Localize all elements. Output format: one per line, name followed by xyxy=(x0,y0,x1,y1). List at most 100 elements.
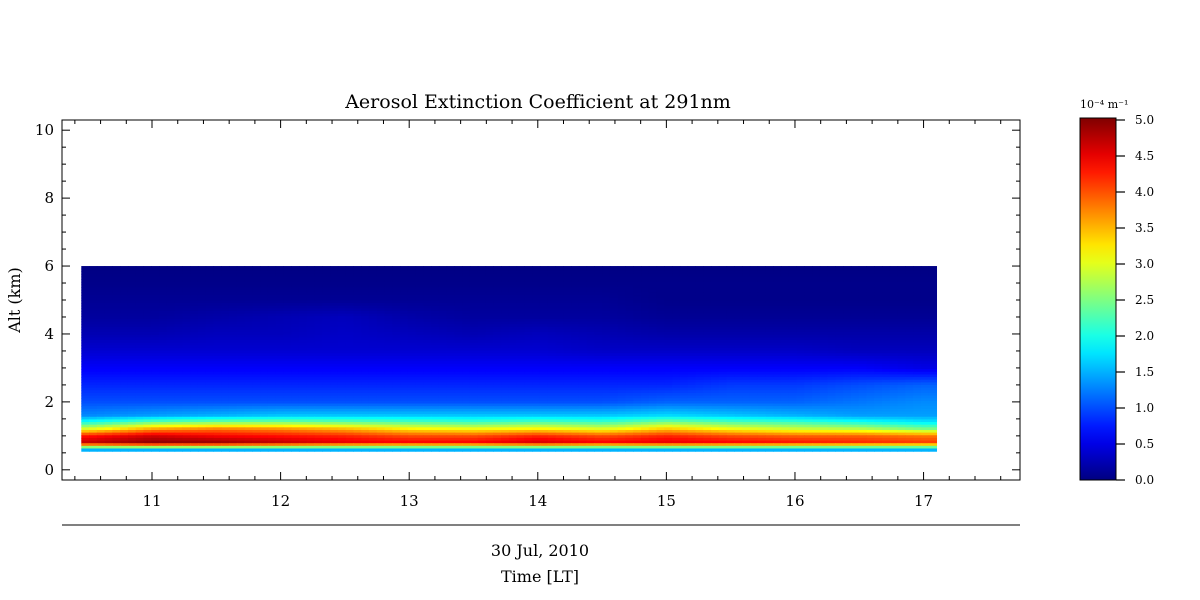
heatmap-cell xyxy=(361,361,370,365)
heatmap-cell xyxy=(726,366,735,370)
heatmap-cell xyxy=(182,334,191,339)
heatmap-cell xyxy=(679,316,689,320)
heatmap-cell xyxy=(897,366,906,370)
heatmap-cell xyxy=(353,316,362,320)
heatmap-cell xyxy=(143,321,152,325)
heatmap-cell xyxy=(135,366,145,370)
heatmap-cell xyxy=(446,287,456,291)
heatmap-cell xyxy=(493,366,502,370)
heatmap-cell xyxy=(197,313,207,317)
heatmap-cell xyxy=(415,348,424,352)
heatmap-cell xyxy=(547,287,557,291)
heatmap-cell xyxy=(850,284,860,288)
heatmap-cell xyxy=(205,358,215,362)
heatmap-cell xyxy=(563,334,572,339)
heatmap-cell xyxy=(578,305,588,309)
heatmap-cell xyxy=(283,318,292,323)
heatmap-cell xyxy=(664,366,673,370)
heatmap-cell xyxy=(749,266,759,270)
heatmap-cell xyxy=(625,324,634,328)
heatmap-cell xyxy=(571,316,580,320)
heatmap-cell xyxy=(345,326,354,331)
heatmap-cell xyxy=(213,334,222,339)
heatmap-cell xyxy=(609,379,619,383)
heatmap-cell xyxy=(469,382,479,386)
heatmap-cell xyxy=(213,279,222,283)
heatmap-cell xyxy=(135,350,145,354)
heatmap-cell xyxy=(539,358,549,362)
heatmap-cell xyxy=(889,279,899,283)
heatmap-cell xyxy=(120,350,129,354)
heatmap-cell xyxy=(260,340,269,344)
heatmap-cell xyxy=(850,326,860,331)
heatmap-cell xyxy=(314,287,323,291)
heatmap-cell xyxy=(617,284,627,288)
heatmap-cell xyxy=(166,289,176,294)
heatmap-cell xyxy=(508,350,518,354)
heatmap-cell xyxy=(267,305,277,309)
heatmap-cell xyxy=(462,273,471,278)
heatmap-cell xyxy=(710,292,720,296)
heatmap-cell xyxy=(438,340,448,344)
heatmap-cell xyxy=(757,279,766,283)
heatmap-cell xyxy=(174,348,183,352)
heatmap-cell xyxy=(648,326,658,331)
heatmap-cell xyxy=(718,292,728,296)
heatmap-cell xyxy=(252,273,261,278)
heatmap-cell xyxy=(672,329,681,333)
heatmap-cell xyxy=(96,271,106,275)
heatmap-cell xyxy=(330,310,339,315)
heatmap-cell xyxy=(501,353,510,357)
heatmap-cell xyxy=(571,363,580,368)
heatmap-cell xyxy=(539,337,549,341)
heatmap-cell xyxy=(322,379,331,383)
heatmap-cell xyxy=(920,297,930,302)
heatmap-cell xyxy=(874,377,883,381)
heatmap-cell xyxy=(228,300,238,304)
heatmap-cell xyxy=(298,281,308,286)
heatmap-cell xyxy=(205,371,215,376)
heatmap-cell xyxy=(524,310,533,315)
heatmap-cell xyxy=(135,326,145,331)
heatmap-cell xyxy=(882,329,891,333)
heatmap-cell xyxy=(267,342,277,346)
heatmap-cell xyxy=(314,295,323,299)
heatmap-cell xyxy=(213,271,222,275)
heatmap-cell xyxy=(392,369,401,373)
heatmap-cell xyxy=(182,385,191,389)
heatmap-cell xyxy=(260,295,269,299)
heatmap-cell xyxy=(174,310,183,315)
heatmap-cell xyxy=(407,353,417,357)
heatmap-cell xyxy=(571,353,580,357)
heatmap-cell xyxy=(749,361,759,365)
heatmap-cell xyxy=(695,326,704,331)
heatmap-cell xyxy=(563,326,572,331)
heatmap-cell xyxy=(578,310,588,315)
heatmap-cell xyxy=(330,348,339,352)
heatmap-cell xyxy=(866,345,875,349)
heatmap-cell xyxy=(602,361,611,365)
heatmap-cell xyxy=(431,303,440,307)
heatmap-cell xyxy=(703,366,712,370)
heatmap-cell xyxy=(174,353,183,357)
heatmap-cell xyxy=(244,310,253,315)
heatmap-cell xyxy=(438,300,448,304)
heatmap-cell xyxy=(928,318,938,323)
heatmap-cell xyxy=(260,316,269,320)
heatmap-cell xyxy=(112,295,121,299)
heatmap-cell xyxy=(446,355,456,360)
heatmap-cell xyxy=(532,337,541,341)
heatmap-cell xyxy=(578,361,588,365)
heatmap-cell xyxy=(252,353,261,357)
heatmap-cell xyxy=(672,305,681,309)
heatmap-cell xyxy=(656,321,665,325)
heatmap-cell xyxy=(571,334,580,339)
heatmap-cell xyxy=(493,308,502,312)
heatmap-cell xyxy=(539,353,549,357)
heatmap-cell xyxy=(337,377,347,381)
heatmap-cell xyxy=(431,268,440,272)
heatmap-cell xyxy=(337,324,347,328)
heatmap-cell xyxy=(889,353,899,357)
heatmap-cell xyxy=(889,313,899,317)
heatmap-cell xyxy=(361,358,370,362)
